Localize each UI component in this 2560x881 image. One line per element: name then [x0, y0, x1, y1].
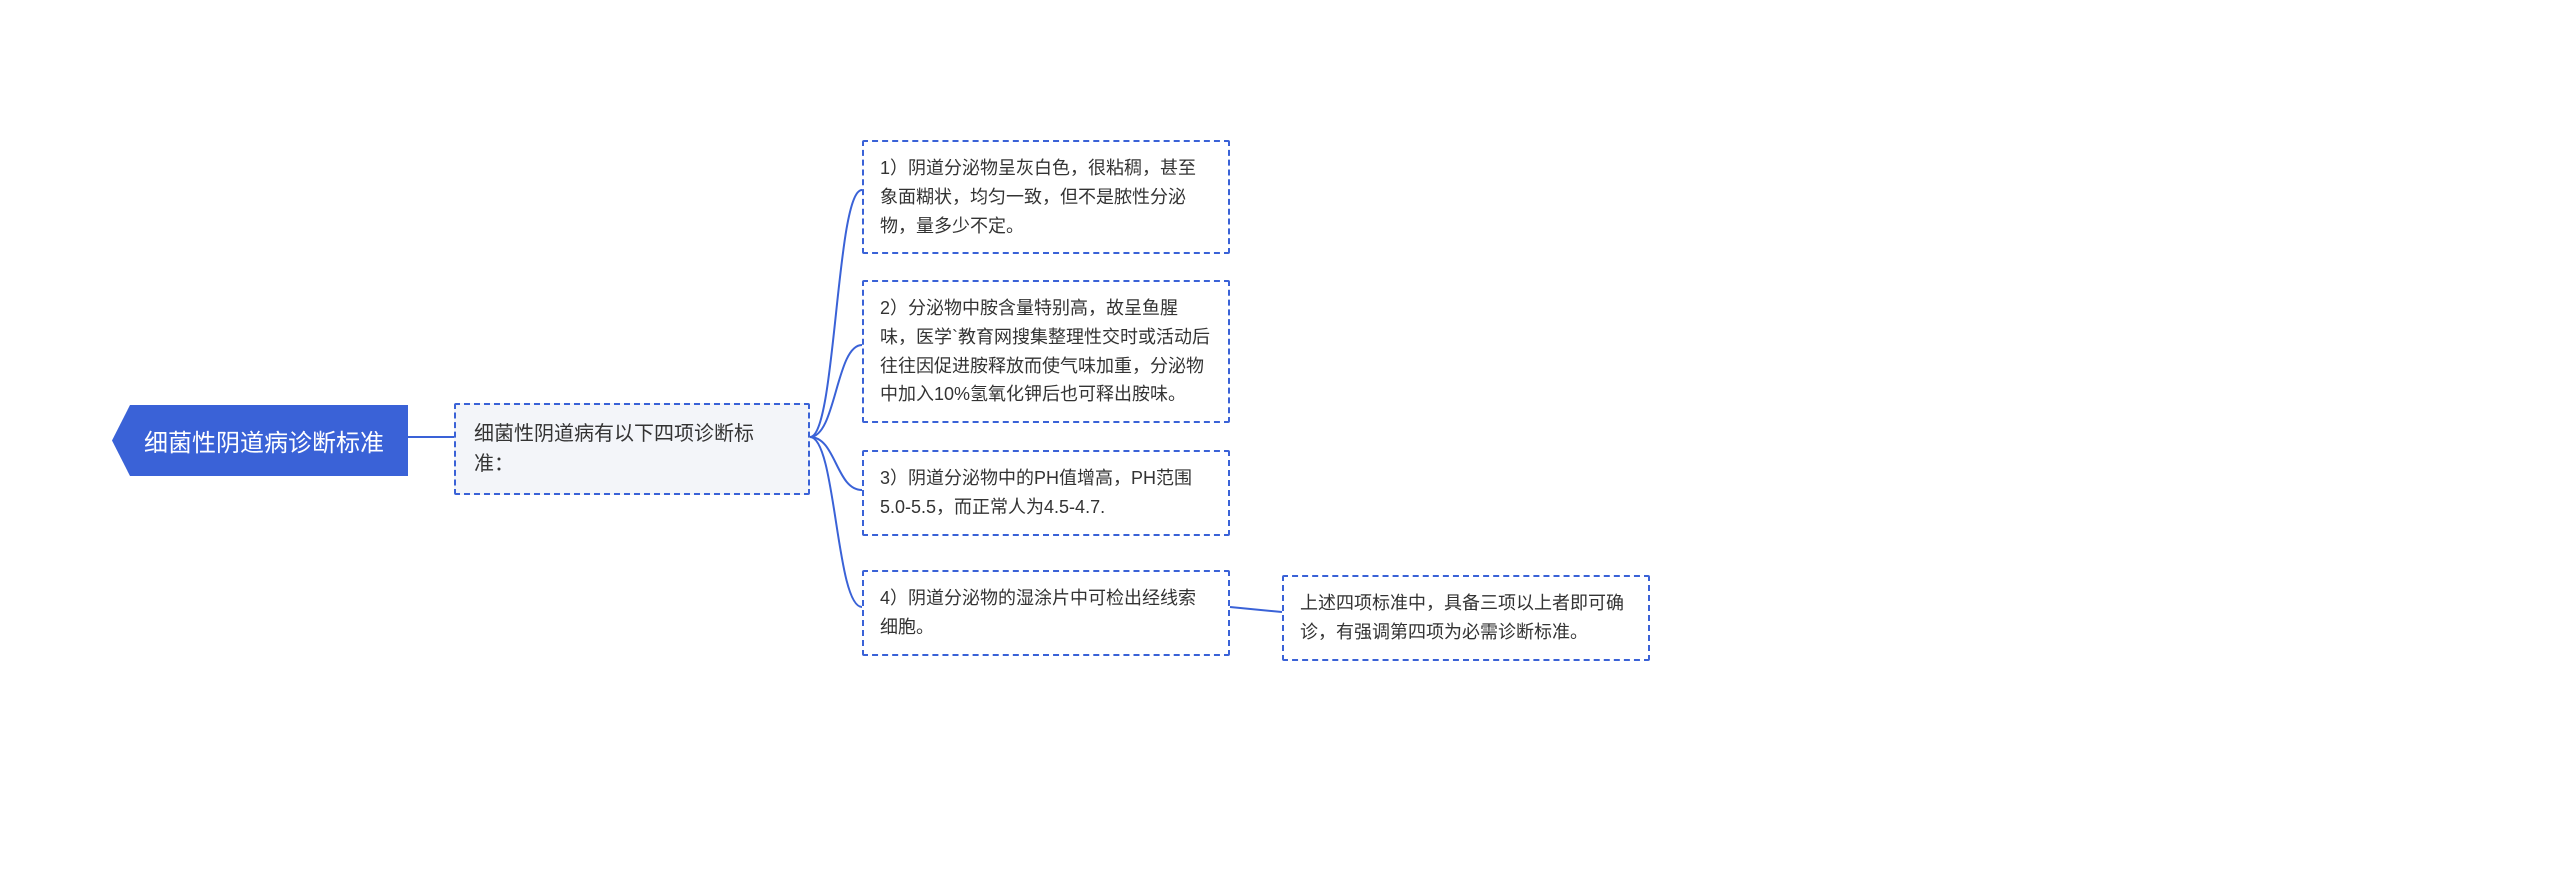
criteria-1: 1）阴道分泌物呈灰白色，很粘稠，甚至象面糊状，均匀一致，但不是脓性分泌物，量多少…	[862, 140, 1230, 254]
criteria-4-text: 4）阴道分泌物的湿涂片中可检出经线索细胞。	[880, 588, 1196, 637]
note-node: 上述四项标准中，具备三项以上者即可确诊，有强调第四项为必需诊断标准。	[1282, 575, 1650, 661]
criteria-2: 2）分泌物中胺含量特别高，故呈鱼腥味，医学`教育网搜集整理性交时或活动后往往因促…	[862, 280, 1230, 423]
criteria-2-text: 2）分泌物中胺含量特别高，故呈鱼腥味，医学`教育网搜集整理性交时或活动后往往因促…	[880, 298, 1210, 404]
criteria-3-text: 3）阴道分泌物中的PH值增高，PH范围5.0-5.5，而正常人为4.5-4.7.	[880, 468, 1192, 517]
root-node: 细菌性阴道病诊断标准	[112, 405, 408, 476]
intro-node: 细菌性阴道病有以下四项诊断标准：	[454, 403, 810, 495]
criteria-1-text: 1）阴道分泌物呈灰白色，很粘稠，甚至象面糊状，均匀一致，但不是脓性分泌物，量多少…	[880, 158, 1196, 236]
root-label: 细菌性阴道病诊断标准	[144, 430, 384, 457]
note-text: 上述四项标准中，具备三项以上者即可确诊，有强调第四项为必需诊断标准。	[1300, 593, 1624, 642]
intro-label: 细菌性阴道病有以下四项诊断标准：	[474, 423, 754, 475]
mindmap-canvas: 细菌性阴道病诊断标准 细菌性阴道病有以下四项诊断标准： 1）阴道分泌物呈灰白色，…	[0, 0, 2560, 881]
criteria-3: 3）阴道分泌物中的PH值增高，PH范围5.0-5.5，而正常人为4.5-4.7.	[862, 450, 1230, 536]
criteria-4: 4）阴道分泌物的湿涂片中可检出经线索细胞。	[862, 570, 1230, 656]
